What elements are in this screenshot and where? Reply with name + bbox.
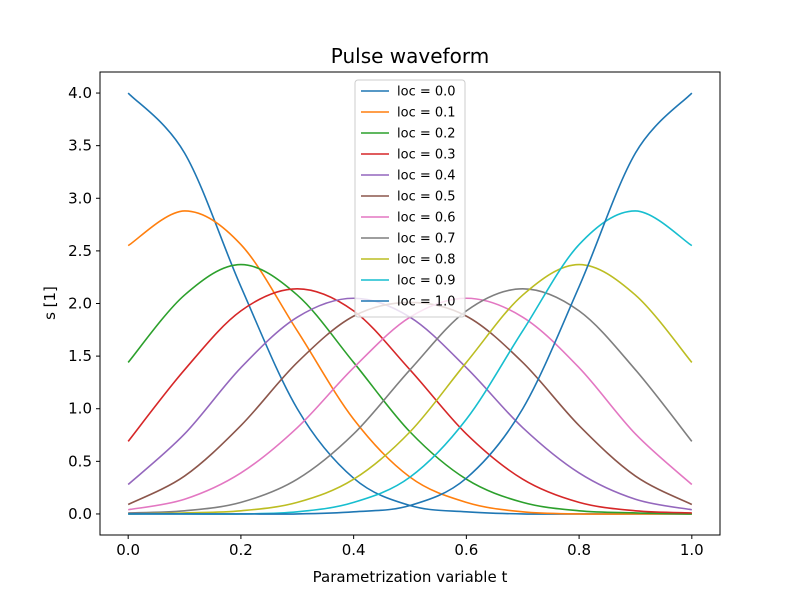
series-line-1 xyxy=(127,210,692,515)
legend-entry: loc = 1.0 xyxy=(397,295,456,310)
y-tick-label: 0.5 xyxy=(68,452,92,470)
legend-entry: loc = 0.6 xyxy=(397,211,456,226)
legend-entry: loc = 0.4 xyxy=(397,169,456,184)
legend-entry: loc = 0.7 xyxy=(397,232,456,247)
x-axis: 0.0 0.2 0.4 0.6 0.8 1.0 xyxy=(116,535,704,559)
legend-entry: loc = 0.5 xyxy=(397,190,456,205)
plot-area xyxy=(127,92,693,515)
legend-box xyxy=(354,79,466,318)
x-tick-label: 0.8 xyxy=(567,541,591,559)
chart-title: Pulse waveform xyxy=(331,44,489,68)
y-tick-label: 3.0 xyxy=(68,189,92,207)
x-tick-label: 0.4 xyxy=(342,541,366,559)
x-axis-label: Parametrization variable t xyxy=(313,568,508,586)
legend-entry: loc = 0.3 xyxy=(397,148,456,163)
y-tick-label: 4.0 xyxy=(68,84,92,102)
legend-entry: loc = 0.1 xyxy=(397,106,456,121)
legend-entry: loc = 0.9 xyxy=(397,274,456,289)
y-tick-label: 2.0 xyxy=(68,295,92,313)
y-tick-label: 1.5 xyxy=(68,347,92,365)
x-tick-label: 0.6 xyxy=(454,541,478,559)
series-line-8 xyxy=(128,263,693,515)
y-axis: 0.0 0.5 1.0 1.5 2.0 2.5 3.0 3.5 4.0 xyxy=(68,84,100,523)
x-tick-label: 0.2 xyxy=(229,541,253,559)
series-line-7 xyxy=(128,287,693,514)
legend-entry: loc = 0.0 xyxy=(397,85,456,100)
y-tick-label: 2.5 xyxy=(68,242,92,260)
y-tick-label: 0.0 xyxy=(68,505,92,523)
y-tick-label: 3.5 xyxy=(68,137,92,155)
y-axis-label: s [1] xyxy=(41,286,59,320)
series-line-3 xyxy=(127,287,692,514)
y-tick-label: 1.0 xyxy=(68,400,92,418)
legend: loc = 0.0 loc = 0.1 loc = 0.2 loc = 0.3 loc … xyxy=(354,79,466,318)
x-tick-label: 1.0 xyxy=(680,541,704,559)
series-line-10 xyxy=(128,92,693,515)
legend-entry: loc = 0.8 xyxy=(397,253,456,268)
x-tick-label: 0.0 xyxy=(116,541,140,559)
legend-entry: loc = 0.2 xyxy=(397,127,456,142)
series-line-2 xyxy=(127,263,692,515)
